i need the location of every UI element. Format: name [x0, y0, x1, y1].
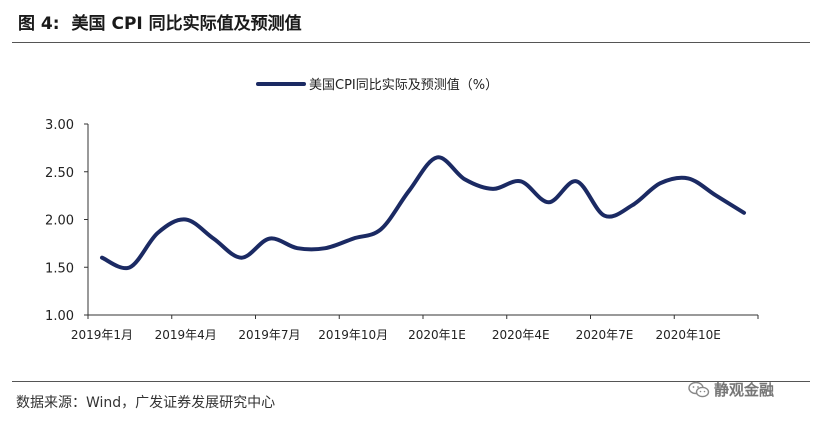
chart: 3.002.502.001.501.00 2019年1月 2019年4月 2019年…: [45, 77, 759, 342]
series-line: [100, 155, 746, 271]
data-point: [184, 218, 188, 222]
data-point: [714, 194, 718, 198]
legend-label: 美国CPI同比实际及预测值（%）: [309, 77, 498, 93]
data-point: [658, 181, 662, 185]
data-point: [575, 179, 579, 183]
data-point: [547, 200, 551, 204]
x-tick-label: 2019年1月: [71, 328, 133, 342]
watermark-text: 静观金融: [714, 381, 775, 399]
y-tick-label: 1.00: [45, 309, 74, 324]
data-point: [603, 214, 607, 218]
figure-title: 图 4: 美国 CPI 同比实际值及预测值: [18, 9, 302, 34]
x-tick-label: 2019年4月: [155, 328, 217, 342]
x-tick-label: 2020年7E: [576, 328, 634, 342]
data-point: [351, 237, 355, 241]
bottom-divider: [12, 381, 810, 382]
data-point: [295, 246, 299, 250]
data-point: [742, 211, 746, 215]
x-tick-label: 2020年4E: [492, 328, 550, 342]
data-point: [156, 231, 160, 235]
figure-label: 图 4:: [18, 14, 60, 34]
data-source: 数据来源：Wind，广发证券发展研究中心: [16, 395, 276, 411]
x-tick-label: 2020年1E: [408, 328, 466, 342]
data-point: [463, 177, 467, 181]
x-tick-label: 2020年10E: [656, 328, 721, 342]
top-divider: [12, 42, 810, 43]
data-point: [240, 256, 244, 260]
x-tick-label: 2019年10月: [318, 328, 388, 342]
data-point: [379, 227, 383, 231]
data-point: [491, 187, 495, 191]
data-point: [268, 237, 272, 241]
watermark: 静观金融: [688, 379, 774, 400]
y-tick-label: 2.00: [45, 214, 74, 229]
data-point: [686, 176, 690, 180]
y-tick-label: 1.50: [45, 261, 74, 276]
data-point: [128, 265, 132, 269]
chart-legend: 美国CPI同比实际及预测值（%）: [256, 77, 498, 93]
wechat-icon: [688, 381, 710, 397]
data-point: [519, 179, 523, 183]
figure-title-text: 美国 CPI 同比实际值及预测值: [71, 14, 302, 34]
data-point: [100, 256, 104, 260]
data-point: [435, 155, 439, 159]
data-point: [630, 203, 634, 207]
y-axis-ticks: 3.00 2.50 2.00 1.50 1.00: [45, 118, 88, 324]
data-point: [323, 246, 327, 250]
y-tick-label: 3.00: [45, 118, 74, 133]
x-axis-ticks: 2019年1月 2019年4月 2019年7月 2019年10月 2020年1E 2020…: [71, 315, 759, 342]
chart-series: [100, 155, 746, 271]
x-tick-label: 2019年7月: [238, 328, 300, 342]
data-point: [212, 237, 216, 241]
data-point: [407, 189, 411, 193]
y-tick-label: 2.50: [45, 166, 74, 181]
